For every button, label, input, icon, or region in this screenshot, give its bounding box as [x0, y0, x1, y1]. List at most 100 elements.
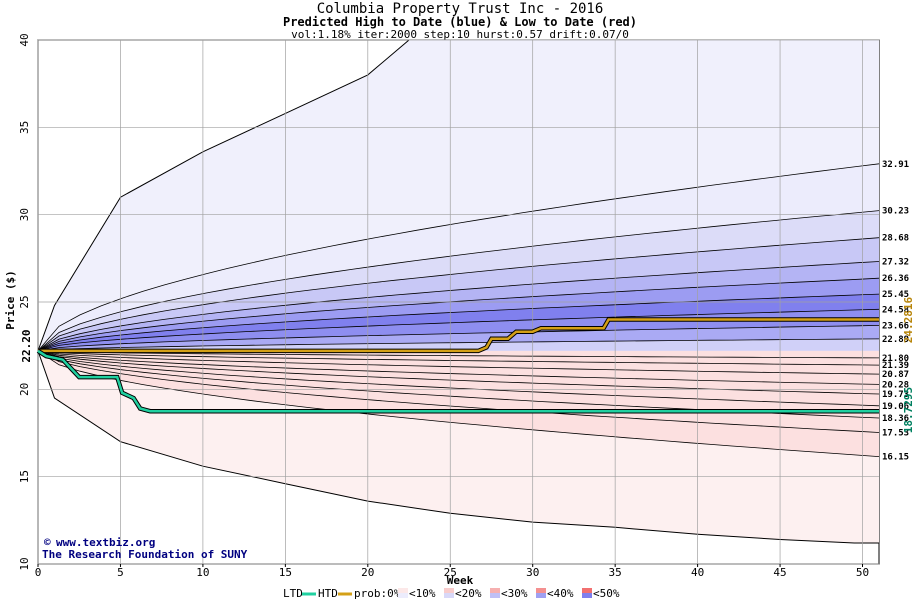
level-label-25.45: 25.45 [882, 290, 909, 300]
x-tick-label-5: 5 [117, 566, 124, 579]
credit-site[interactable]: www.textbiz.org [56, 536, 155, 549]
high-level-line-22.89 [37, 338, 880, 352]
legend: LTD HTD prob:0% <10% <20% <30% <40% <50% [283, 587, 620, 600]
legend-htd-label: HTD [318, 587, 338, 600]
high-level-line-24.58 [37, 308, 880, 352]
credit-org: The Research Foundation of SUNY [42, 548, 248, 561]
high-level-line-30.23 [37, 210, 880, 352]
x-tick-label-10: 10 [196, 566, 209, 579]
x-axis-label: Week [447, 574, 474, 587]
htd-value-label: 24.2816 [902, 296, 915, 343]
ltd-line [37, 349, 879, 413]
low-level-line-21.39 [37, 350, 880, 366]
high-band-23.66 [38, 325, 879, 351]
chart-title: Columbia Property Trust Inc - 2016 [316, 1, 604, 17]
level-label-19.06: 19.06 [882, 402, 909, 412]
x-tick-label-20: 20 [361, 566, 374, 579]
level-label-22.89: 22.89 [882, 335, 909, 345]
x-tick-label-15: 15 [279, 566, 292, 579]
legend-bin-high-swatch-3 [536, 593, 546, 598]
start-price-label: 22.20 [20, 329, 33, 362]
y-axis-label: Price ($) [4, 270, 17, 330]
y-tick-label-40: 40 [18, 33, 31, 46]
y-tick-label-20: 20 [18, 383, 31, 396]
low-level-line-19.06 [37, 350, 880, 407]
legend-bin-label-1: <20% [455, 587, 482, 600]
legend-bin-label-0: <10% [409, 587, 436, 600]
x-tick-label-40: 40 [691, 566, 704, 579]
legend-bin-high-swatch-4 [582, 593, 592, 598]
credits: © www.textbiz.org The Research Foundatio… [42, 536, 248, 561]
y-axis-ticks: 10 15 20 25 30 35 40 [18, 33, 31, 570]
high-band-27.32 [38, 261, 879, 351]
legend-bin-label-3: <40% [547, 587, 574, 600]
legend-bin-high-swatch-2 [490, 593, 500, 598]
legend-bin-low-swatch-0 [398, 588, 408, 593]
y-tick-label-30: 30 [18, 208, 31, 221]
high-band-22.89 [38, 338, 879, 351]
y-tick-label-10: 10 [18, 557, 31, 570]
level-label-16.15: 16.15 [882, 453, 909, 463]
low-band-16.15 [38, 350, 879, 457]
high-band-30.23 [38, 210, 879, 351]
legend-bin-high-swatch-0 [398, 593, 408, 598]
legend-bin-low-swatch-3 [536, 588, 546, 593]
level-label-27.32: 27.32 [882, 257, 909, 267]
y-tick-label-15: 15 [18, 470, 31, 483]
low-level-line-17.53 [37, 350, 880, 433]
level-label-21.39: 21.39 [882, 361, 909, 371]
high-level-line-25.45 [37, 293, 880, 352]
legend-bin-low-swatch-4 [582, 588, 592, 593]
x-tick-label-25: 25 [444, 566, 457, 579]
high-band-32.91 [38, 163, 879, 351]
level-label-28.68: 28.68 [882, 234, 909, 244]
high-level-line-32.91 [37, 163, 880, 352]
level-label-26.36: 26.36 [882, 274, 909, 284]
level-label-32.91: 32.91 [882, 160, 909, 170]
legend-bins: <10% <20% <30% <40% <50% [398, 587, 620, 600]
legend-bin-low-swatch-2 [490, 588, 500, 593]
level-label-30.23: 30.23 [882, 207, 909, 217]
chart-subtitle: Predicted High to Date (blue) & Low to D… [282, 15, 637, 29]
level-label-18.36: 18.36 [882, 414, 909, 424]
legend-bin-high-swatch-1 [444, 593, 454, 598]
level-label-23.66: 23.66 [882, 321, 909, 331]
level-label-19.73: 19.73 [882, 390, 909, 400]
level-labels: 32.91 30.23 28.68 27.32 26.36 25.45 24.58 23.66… [882, 160, 909, 463]
x-axis-ticks: 0 5 10 15 20 25 30 35 40 45 50 [35, 564, 869, 579]
x-tick-label-45: 45 [773, 566, 786, 579]
legend-bin-label-4: <50% [593, 587, 620, 600]
legend-ltd-label: LTD [283, 587, 303, 600]
ltd-value-label: 18.7295 [902, 387, 915, 433]
x-tick-label-50: 50 [856, 566, 869, 579]
high-band-26.36 [38, 278, 879, 351]
legend-bin-low-swatch-1 [444, 588, 454, 593]
y-tick-label-35: 35 [18, 121, 31, 134]
high-level-line-28.68 [37, 237, 880, 352]
series-lines [36, 317, 879, 414]
x-tick-label-0: 0 [35, 566, 42, 579]
low-level-line-21.80 [37, 350, 880, 359]
high-band-28.68 [38, 237, 879, 351]
low-level-line-20.87 [37, 350, 880, 375]
level-label-20.87: 20.87 [882, 370, 909, 380]
low-level-line-16.15 [37, 350, 880, 457]
level-label-17.53: 17.53 [882, 428, 909, 438]
copyright-icon: © [44, 536, 51, 549]
high-level-line-23.66 [37, 325, 880, 352]
level-label-21.80: 21.80 [882, 354, 909, 364]
grid-lines [37, 39, 879, 565]
level-label-24.58: 24.58 [882, 305, 909, 315]
low-level-line-19.73 [37, 350, 880, 395]
htd-line [38, 318, 879, 353]
low-level-line-20.28 [37, 350, 880, 385]
legend-prob-label: prob:0% [354, 587, 401, 600]
legend-bin-label-2: <30% [501, 587, 528, 600]
x-tick-label-35: 35 [609, 566, 622, 579]
high-level-line-27.32 [37, 261, 880, 352]
high-level-line-26.36 [37, 277, 880, 352]
probability-bands [37, 39, 880, 544]
level-label-20.28: 20.28 [882, 380, 909, 390]
